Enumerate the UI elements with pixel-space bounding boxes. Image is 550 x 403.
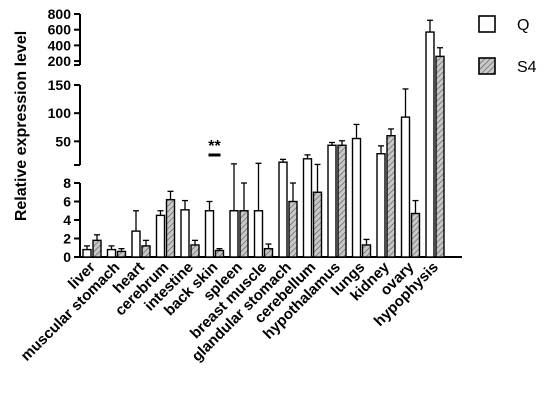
bar-q (180, 209, 190, 258)
bar-s4 (239, 210, 249, 258)
y-tick-label: 600 (48, 22, 72, 38)
bar-q (155, 214, 166, 258)
y-tick-label: 50 (55, 133, 71, 149)
bar-s4 (337, 144, 347, 258)
legend-swatch-s4 (478, 57, 496, 75)
bar-s4 (116, 250, 127, 258)
legend-label: Q (517, 17, 529, 34)
y-tick-label: 100 (48, 105, 72, 121)
bar-q (400, 116, 411, 258)
bar-q (82, 248, 92, 258)
bar-q (425, 31, 435, 258)
legend: Q S4 (478, 15, 537, 76)
bar-s4 (386, 135, 396, 258)
y-tick-label: 4 (63, 212, 71, 228)
significance-annotation: ** (208, 138, 222, 157)
bar-s4 (190, 244, 200, 258)
bar-q (131, 230, 141, 258)
legend-label: S4 (517, 59, 537, 76)
bar-s4 (312, 191, 323, 258)
bar-s4 (165, 198, 176, 258)
bar-s4 (141, 245, 151, 258)
significance-label: ** (208, 138, 221, 155)
bar-s4 (214, 249, 225, 258)
bar-s4 (288, 200, 298, 258)
bar-q (351, 137, 362, 258)
y-tick-label: 0 (63, 249, 71, 265)
y-tick-label: 200 (48, 53, 72, 69)
y-tick-label: 150 (48, 77, 72, 93)
bar-s4 (435, 55, 445, 258)
bar-s4 (92, 239, 102, 258)
legend-swatch-q (478, 15, 496, 33)
y-tick-label: 2 (63, 231, 71, 247)
bars (82, 19, 445, 258)
bar-q (302, 158, 313, 258)
bar-q (204, 210, 215, 258)
y-tick-label: 400 (48, 37, 72, 53)
bar-s4 (263, 247, 274, 258)
bar-q (106, 248, 117, 258)
bar-q (253, 210, 264, 258)
bar-s4 (410, 212, 421, 258)
bar-s4 (361, 244, 372, 258)
y-axis-title: Relative expression level (13, 31, 30, 221)
y-tick-label: 6 (63, 194, 71, 210)
bar-q (376, 153, 386, 258)
bar-q (229, 210, 239, 258)
bar-q (278, 161, 288, 258)
y-tick-label: 8 (63, 175, 71, 191)
y-tick-label: 800 (48, 6, 72, 22)
bar-q (327, 144, 337, 258)
